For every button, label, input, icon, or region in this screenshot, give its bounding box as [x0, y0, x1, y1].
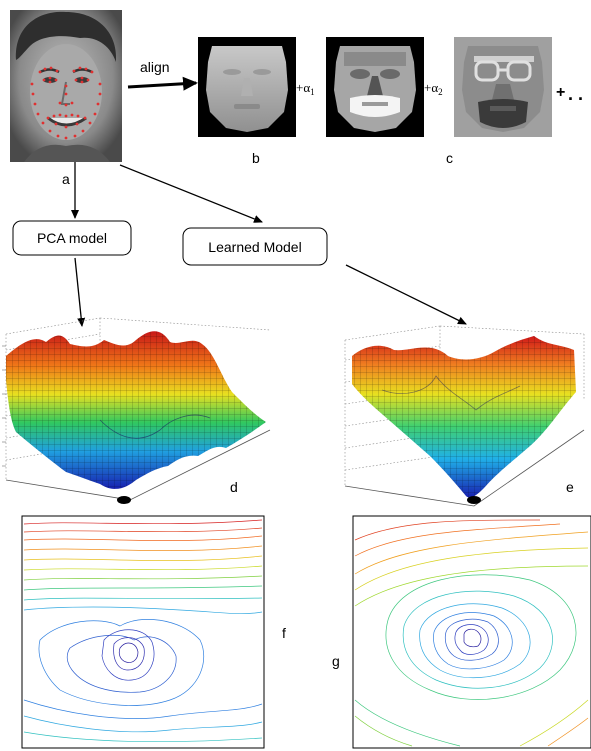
eigenface-2-image	[454, 37, 552, 137]
contour-plot-pca	[21, 515, 265, 749]
svg-text:+α2: +α2	[424, 80, 443, 97]
alpha1-symbol: +α	[296, 80, 310, 95]
surface-plot-learned	[344, 325, 585, 507]
label-a: a	[62, 171, 70, 187]
face-photo	[10, 10, 122, 162]
arrow-pca-to-surface	[74, 257, 86, 327]
minimum-marker-pca	[117, 496, 131, 504]
alpha2-symbol: +α	[424, 80, 438, 95]
label-f: f	[282, 625, 286, 641]
alpha2-term: +α2	[424, 80, 443, 97]
contour-lines-learned	[354, 519, 589, 747]
label-d: d	[230, 479, 238, 495]
landmark-points	[30, 66, 102, 140]
surface-plot-pca	[2, 317, 271, 504]
ellipsis: . .	[568, 84, 583, 104]
label-b: b	[252, 150, 260, 166]
align-arrow	[127, 76, 198, 91]
label-e: e	[566, 479, 574, 495]
label-c: c	[446, 150, 453, 166]
learned-model-label: Learned Model	[208, 239, 301, 255]
arrow-to-learned	[119, 164, 263, 223]
pca-model-label: PCA model	[37, 230, 107, 246]
contour-plot-learned	[352, 515, 591, 749]
contour-lines-pca	[23, 519, 263, 743]
alpha1-term: +α1	[296, 80, 315, 97]
alpha2-subscript: 2	[438, 87, 443, 97]
plus-more: +	[556, 84, 565, 101]
label-g: g	[332, 653, 340, 669]
pca-model-box: PCA model	[12, 220, 132, 256]
eigenface-1-image	[326, 37, 424, 137]
align-label: align	[140, 59, 170, 75]
alpha1-subscript: 1	[310, 87, 315, 97]
mean-face-image	[198, 37, 296, 137]
svg-text:+α1: +α1	[296, 80, 315, 97]
arrow-learned-to-surface	[345, 264, 467, 325]
minimum-marker-learned	[467, 496, 481, 504]
learned-model-box: Learned Model	[182, 227, 328, 266]
